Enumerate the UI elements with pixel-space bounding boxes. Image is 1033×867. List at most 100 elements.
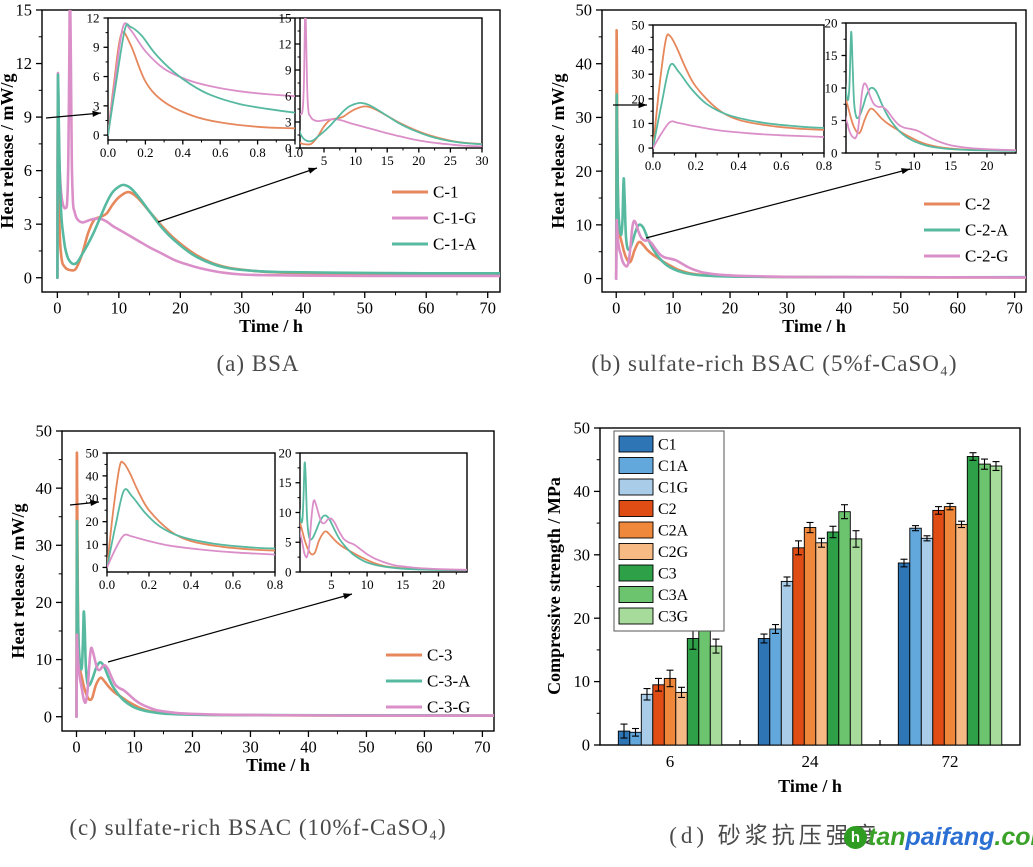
svg-text:40: 40 bbox=[300, 738, 317, 757]
series-C-1-G bbox=[300, 18, 482, 148]
svg-text:20: 20 bbox=[632, 91, 645, 106]
x-axis-label: Time / h bbox=[782, 316, 846, 336]
inset-arrow bbox=[157, 167, 318, 223]
svg-text:15: 15 bbox=[381, 153, 394, 168]
series-C-3-G bbox=[300, 499, 467, 571]
svg-text:10: 10 bbox=[908, 158, 921, 173]
svg-text:60: 60 bbox=[418, 299, 435, 318]
svg-text:0.6: 0.6 bbox=[773, 158, 790, 173]
series-group bbox=[300, 18, 482, 148]
watermark-logo-icon: h bbox=[844, 826, 867, 849]
watermark-text-green: tan bbox=[868, 823, 906, 851]
watermark-text-blue: paifang bbox=[905, 823, 995, 851]
x-axis-label: Time / h bbox=[239, 316, 303, 336]
bar-C3-72 bbox=[966, 456, 980, 746]
series-C-2-G bbox=[653, 120, 824, 149]
svg-text:0.4: 0.4 bbox=[730, 158, 747, 173]
svg-text:70: 70 bbox=[474, 738, 491, 757]
y-axis-label: Compressive strength / MPa bbox=[544, 477, 564, 695]
legend-label-C2G: C2G bbox=[658, 544, 689, 561]
svg-text:40: 40 bbox=[576, 54, 593, 73]
svg-text:0: 0 bbox=[44, 707, 52, 726]
svg-text:9: 9 bbox=[285, 62, 292, 77]
svg-text:50: 50 bbox=[358, 738, 375, 757]
svg-text:0: 0 bbox=[638, 140, 645, 155]
svg-text:30: 30 bbox=[779, 299, 796, 318]
svg-text:5: 5 bbox=[875, 158, 882, 173]
panel-d-chart: 0 10 20 30 40 50 6 24 72 Time / h Compressive stre… bbox=[516, 395, 1033, 810]
svg-text:0.8: 0.8 bbox=[249, 145, 265, 160]
bar-C3A-24 bbox=[838, 511, 851, 746]
y-axis-label: Heat release / mW/g bbox=[8, 503, 28, 658]
series-group bbox=[653, 33, 824, 149]
series-group bbox=[614, 29, 1026, 280]
legend-label-C-1-G: C-1-G bbox=[433, 209, 476, 228]
plot-frame bbox=[61, 430, 495, 732]
svg-text:0.0: 0.0 bbox=[99, 577, 115, 592]
svg-text:30: 30 bbox=[632, 67, 645, 82]
svg-text:70: 70 bbox=[1006, 299, 1023, 318]
panel-b-chart: 0 10 20 30 40 50 60 70 0 10 20 30 40 50 Time / h Heat r… bbox=[516, 0, 1033, 350]
bar-C2-72 bbox=[932, 509, 945, 746]
legend-swatch-C2 bbox=[618, 500, 654, 517]
svg-text:40: 40 bbox=[36, 479, 53, 498]
series-C-2 bbox=[653, 33, 824, 149]
svg-text:15: 15 bbox=[279, 475, 292, 490]
series-C-2-A bbox=[846, 30, 1016, 152]
group-label-72: 72 bbox=[942, 752, 959, 771]
series-C-3 bbox=[300, 512, 467, 572]
svg-text:0: 0 bbox=[93, 128, 100, 143]
svg-text:5: 5 bbox=[831, 113, 838, 128]
svg-text:10: 10 bbox=[86, 537, 99, 552]
svg-text:0.4: 0.4 bbox=[175, 145, 192, 160]
svg-text:12: 12 bbox=[16, 54, 33, 73]
svg-text:10: 10 bbox=[126, 738, 143, 757]
svg-text:0.8: 0.8 bbox=[816, 158, 832, 173]
svg-text:50: 50 bbox=[893, 299, 910, 318]
bar-C3G-72 bbox=[989, 465, 1003, 746]
svg-text:30: 30 bbox=[576, 108, 593, 127]
x-axis-label: Time / h bbox=[778, 776, 842, 796]
svg-text:0.0: 0.0 bbox=[100, 145, 116, 160]
y-axis-label: Heat release / mW/g bbox=[548, 73, 568, 228]
svg-text:15: 15 bbox=[16, 1, 33, 20]
series-C-2-G bbox=[846, 82, 1016, 152]
svg-text:40: 40 bbox=[86, 468, 99, 483]
bar-C3A-72 bbox=[978, 463, 991, 746]
legend-label-C-2-G: C-2-G bbox=[965, 247, 1008, 266]
plot-frame bbox=[601, 9, 1027, 293]
bar-C2-24 bbox=[792, 547, 805, 746]
svg-text:10: 10 bbox=[279, 505, 292, 520]
plot-frame bbox=[41, 9, 501, 293]
bar-C1-24 bbox=[757, 638, 771, 746]
legend-swatch-C2G bbox=[618, 543, 654, 560]
series-group bbox=[56, 10, 500, 279]
legend-swatch-C1 bbox=[618, 435, 654, 453]
svg-text:40: 40 bbox=[836, 299, 853, 318]
svg-text:20: 20 bbox=[574, 609, 591, 628]
svg-text:20: 20 bbox=[412, 153, 425, 168]
svg-text:20: 20 bbox=[576, 162, 593, 181]
svg-text:0.2: 0.2 bbox=[688, 158, 704, 173]
svg-text:15: 15 bbox=[825, 48, 838, 63]
svg-text:10: 10 bbox=[665, 299, 682, 318]
legend-swatch-C3A bbox=[618, 586, 654, 603]
legend-swatch-C3G bbox=[618, 607, 654, 625]
svg-text:50: 50 bbox=[632, 17, 645, 32]
svg-text:15: 15 bbox=[396, 577, 409, 592]
inset-arrow bbox=[45, 112, 102, 119]
series-C-2 bbox=[614, 29, 1026, 280]
svg-text:70: 70 bbox=[479, 299, 496, 318]
x-axis-label: Time / h bbox=[246, 755, 310, 775]
legend-label-C-3-G: C-3-G bbox=[427, 698, 470, 717]
bar-C2G-24 bbox=[815, 542, 828, 746]
svg-text:9: 9 bbox=[93, 40, 100, 55]
panel-c: 0 10 20 30 40 50 60 70 0 10 20 30 40 50 Time / h Heat r… bbox=[0, 395, 516, 867]
svg-text:3: 3 bbox=[285, 114, 292, 129]
svg-text:0: 0 bbox=[831, 145, 838, 160]
legend-label-C-2: C-2 bbox=[965, 195, 991, 214]
svg-text:10: 10 bbox=[576, 215, 593, 234]
svg-text:40: 40 bbox=[632, 42, 645, 57]
